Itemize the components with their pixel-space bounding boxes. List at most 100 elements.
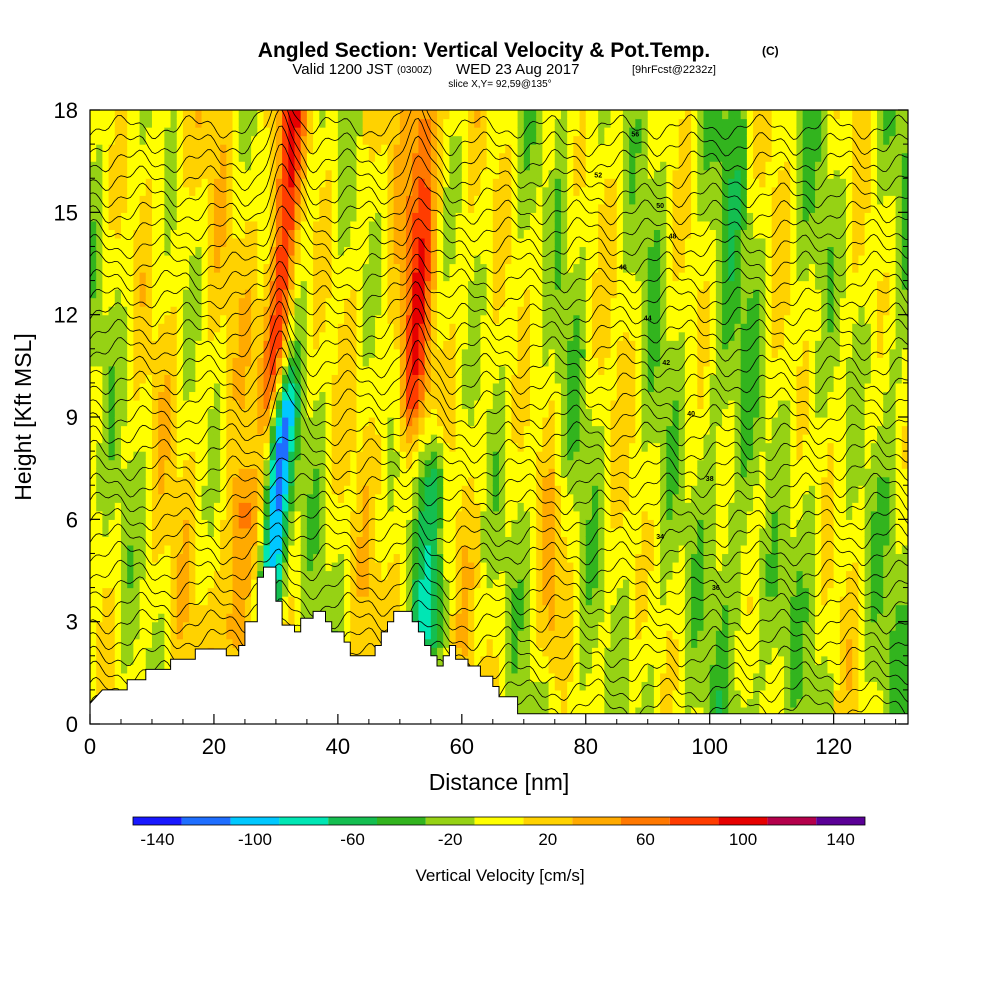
- velocity-cell: [325, 203, 333, 213]
- velocity-cell: [455, 468, 463, 478]
- velocity-cell: [412, 127, 420, 137]
- velocity-cell: [319, 152, 327, 162]
- velocity-cell: [213, 587, 221, 597]
- velocity-cell: [195, 161, 203, 171]
- velocity-cell: [275, 348, 283, 358]
- velocity-cell: [511, 655, 519, 665]
- velocity-cell: [492, 459, 500, 469]
- velocity-cell: [517, 587, 525, 597]
- velocity-cell: [108, 127, 116, 137]
- velocity-cell: [120, 630, 128, 640]
- velocity-cell: [461, 374, 469, 384]
- velocity-cell: [375, 365, 382, 375]
- velocity-cell: [170, 604, 178, 614]
- velocity-cell: [158, 570, 165, 580]
- velocity-cell: [127, 246, 134, 256]
- velocity-cell: [207, 570, 215, 580]
- velocity-cell: [102, 442, 110, 452]
- velocity-cell: [96, 220, 103, 230]
- velocity-cell: [251, 468, 258, 478]
- velocity-cell: [220, 519, 227, 529]
- velocity-cell: [232, 493, 240, 503]
- velocity-cell: [344, 272, 351, 282]
- velocity-cell: [269, 331, 277, 341]
- velocity-cell: [145, 161, 153, 171]
- velocity-cell: [170, 340, 178, 350]
- velocity-cell: [170, 544, 178, 555]
- velocity-cell: [238, 110, 246, 120]
- velocity-cell: [201, 502, 209, 512]
- velocity-cell: [399, 485, 407, 495]
- velocity-cell: [120, 127, 128, 137]
- velocity-cell: [474, 323, 482, 333]
- velocity-cell: [362, 544, 370, 555]
- velocity-cell: [127, 203, 134, 213]
- velocity-cell: [344, 323, 351, 333]
- velocity-cell: [474, 212, 482, 222]
- velocity-cell: [151, 289, 159, 299]
- velocity-cell: [213, 621, 221, 631]
- velocity-cell: [275, 220, 283, 230]
- velocity-cell: [468, 621, 475, 631]
- velocity-cell: [133, 485, 141, 495]
- velocity-cell: [170, 485, 178, 495]
- velocity-cell: [381, 280, 389, 290]
- velocity-cell: [319, 425, 327, 435]
- velocity-cell: [437, 459, 444, 469]
- velocity-cell: [412, 596, 420, 606]
- velocity-cell: [344, 169, 351, 179]
- velocity-cell: [492, 127, 500, 137]
- velocity-cell: [275, 374, 283, 384]
- velocity-cell: [90, 186, 97, 196]
- velocity-cell: [406, 297, 413, 307]
- velocity-cell: [319, 434, 327, 444]
- velocity-cell: [114, 297, 122, 307]
- velocity-cell: [282, 442, 289, 452]
- velocity-cell: [418, 459, 426, 469]
- velocity-cell: [368, 297, 376, 307]
- velocity-cell: [182, 195, 190, 205]
- velocity-cell: [114, 510, 122, 520]
- velocity-cell: [344, 613, 351, 623]
- velocity-cell: [449, 144, 457, 154]
- velocity-cell: [170, 630, 178, 640]
- velocity-cell: [226, 331, 234, 341]
- velocity-cell: [244, 203, 252, 213]
- velocity-cell: [257, 468, 265, 478]
- velocity-cell: [145, 425, 153, 435]
- velocity-cell: [492, 408, 500, 418]
- velocity-cell: [474, 203, 482, 213]
- velocity-cell: [300, 570, 308, 580]
- velocity-cell: [300, 408, 308, 418]
- velocity-cell: [120, 144, 128, 154]
- velocity-cell: [102, 681, 110, 691]
- velocity-cell: [226, 340, 234, 350]
- velocity-cell: [108, 434, 116, 444]
- velocity-cell: [375, 289, 382, 299]
- velocity-cell: [449, 417, 457, 427]
- velocity-cell: [430, 399, 438, 410]
- velocity-cell: [424, 195, 432, 205]
- velocity-cell: [368, 527, 376, 537]
- velocity-cell: [412, 544, 420, 555]
- velocity-cell: [499, 425, 506, 435]
- velocity-cell: [486, 203, 494, 213]
- velocity-cell: [492, 604, 500, 614]
- velocity-cell: [226, 587, 234, 597]
- velocity-cell: [244, 110, 252, 120]
- velocity-cell: [399, 110, 407, 120]
- velocity-cell: [288, 476, 296, 486]
- velocity-cell: [505, 161, 512, 171]
- velocity-cell: [468, 442, 475, 452]
- velocity-cell: [375, 229, 382, 239]
- velocity-cell: [306, 237, 314, 248]
- velocity-cell: [375, 297, 382, 307]
- velocity-cell: [430, 306, 438, 316]
- velocity-cell: [96, 476, 103, 486]
- velocity-cell: [102, 297, 110, 307]
- velocity-cell: [480, 544, 488, 555]
- velocity-cell: [356, 544, 364, 555]
- velocity-cell: [207, 493, 215, 503]
- velocity-cell: [164, 502, 172, 512]
- velocity-cell: [474, 425, 482, 435]
